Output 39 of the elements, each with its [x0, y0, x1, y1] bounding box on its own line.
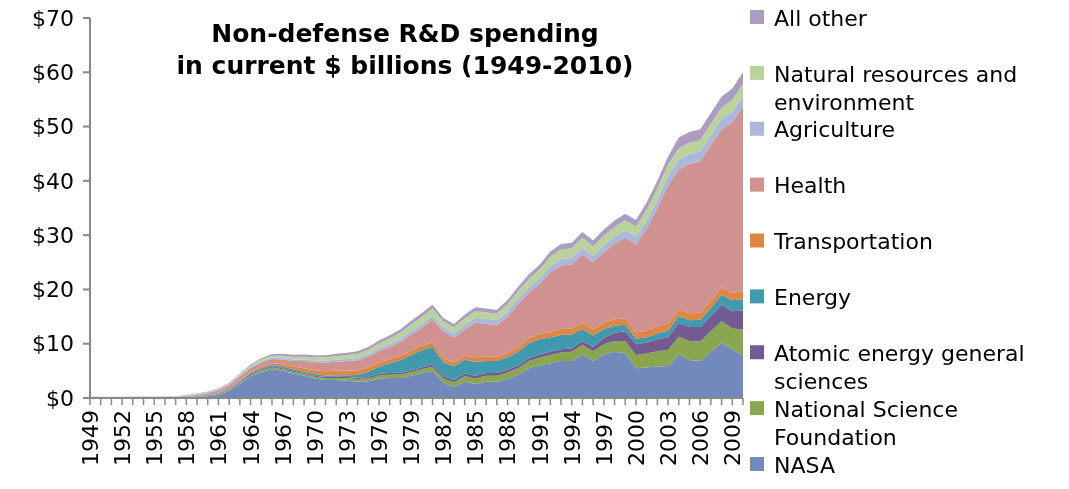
legend-label: All other: [774, 5, 868, 31]
y-tick-label: $0: [46, 385, 74, 411]
y-tick-label: $20: [32, 277, 74, 303]
y-tick-label: $70: [32, 5, 74, 31]
x-tick-label: 1973: [334, 410, 360, 466]
x-tick-label: 1964: [238, 410, 264, 466]
x-tick-label: 1949: [78, 410, 103, 466]
x-tick-label: 1976: [367, 410, 393, 466]
x-tick-label: 1967: [270, 410, 296, 466]
legend-label: Energy: [774, 285, 852, 311]
legend-label: Atomic energy general sciences: [774, 340, 1025, 394]
legend-label: Transportation: [773, 229, 933, 255]
x-tick-label: 1955: [142, 410, 168, 466]
legend-label: Natural resources and environment: [774, 61, 1018, 115]
text: Non-defense R&D spending in current $ billions (1949-2010): [176, 19, 634, 80]
x-tick-label: 2003: [656, 410, 682, 466]
x-tick-label: 1997: [591, 410, 617, 466]
x-tick-label: 2009: [720, 410, 746, 466]
x-tick-label: 1994: [559, 410, 585, 466]
x-tick-label: 1958: [174, 410, 200, 466]
x-tick-label: 1982: [431, 410, 457, 466]
legend-label: NASA: [774, 452, 835, 478]
x-tick-label: 1961: [206, 410, 232, 466]
x-tick-label: 1991: [527, 410, 553, 466]
x-tick-label: 2000: [623, 410, 649, 466]
x-tick-label: 1970: [302, 410, 328, 466]
x-tick-label: 1952: [110, 410, 136, 466]
y-tick-label: $50: [32, 114, 74, 140]
x-tick-label: 1985: [463, 410, 489, 466]
legend-label: Health: [774, 173, 847, 199]
y-tick-label: $40: [32, 168, 74, 194]
y-tick-label: $60: [32, 59, 74, 85]
legend-label: National Science Foundation: [774, 396, 958, 450]
legend-label: Agriculture: [774, 117, 895, 143]
x-tick-label: 1988: [495, 410, 521, 466]
y-tick-label: $10: [32, 331, 74, 357]
x-tick-label: 2006: [688, 410, 714, 466]
y-tick-label: $30: [32, 222, 74, 248]
x-tick-label: 1979: [399, 410, 425, 466]
